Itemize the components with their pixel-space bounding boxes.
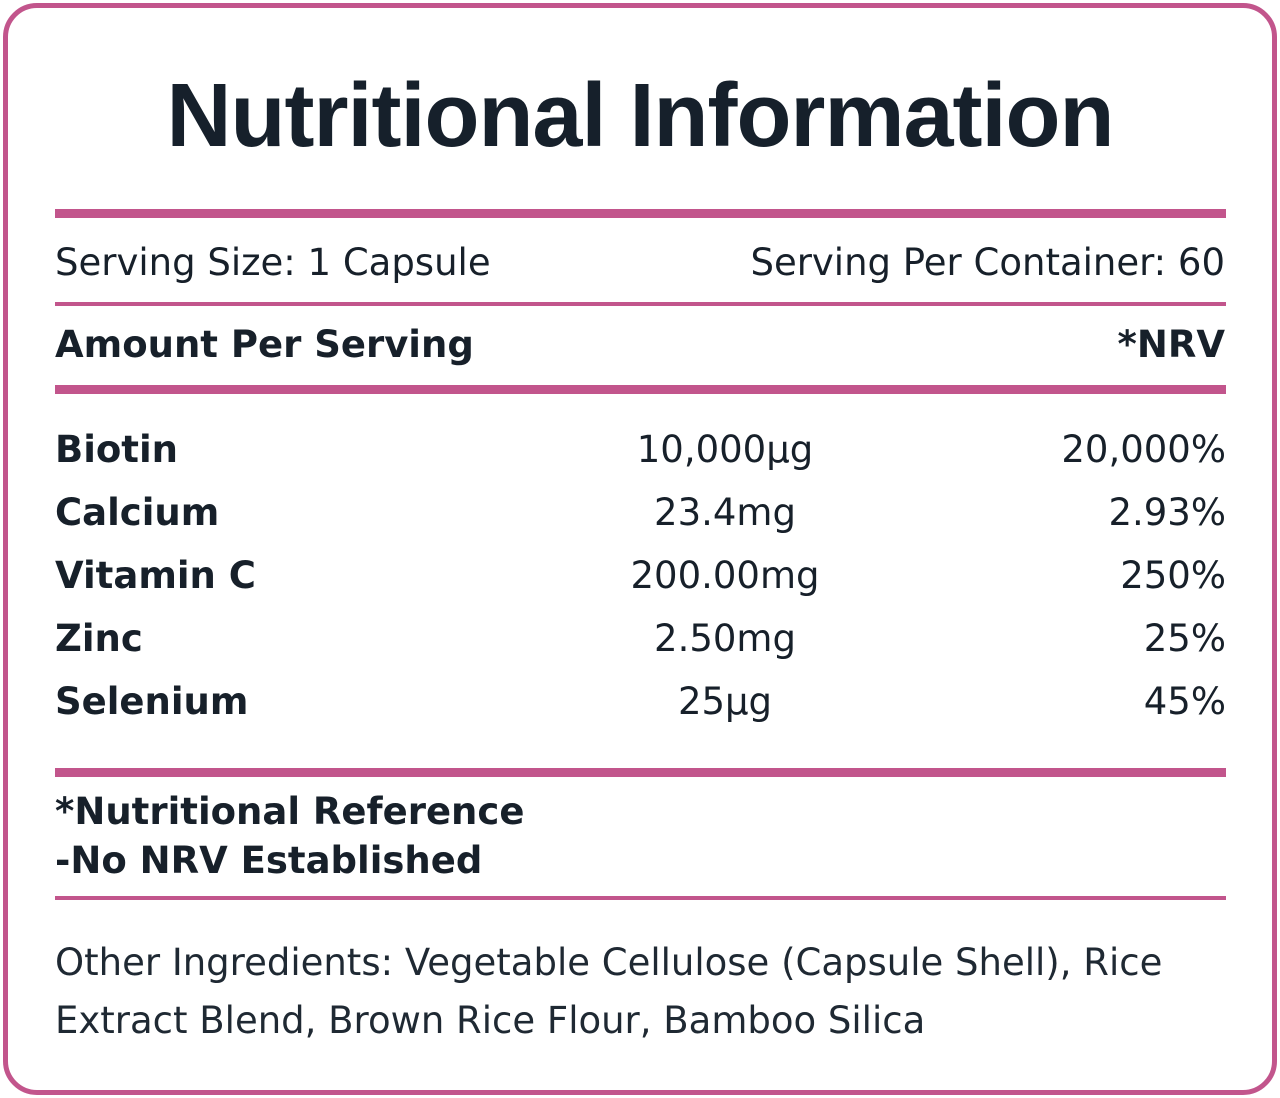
nutrient-name: Zinc [55, 617, 143, 660]
nutrient-row: Vitamin C 200.00mg 250% [55, 549, 1226, 603]
nutrient-nrv: 25% [1143, 617, 1226, 660]
nutrient-row: Calcium 23.4mg 2.93% [55, 486, 1226, 540]
serving-size: Serving Size: 1 Capsule [55, 241, 491, 284]
nutrient-nrv: 250% [1120, 554, 1226, 597]
nutrient-name: Biotin [55, 428, 179, 471]
nutrient-row: Biotin 10,000µg 20,000% [55, 423, 1226, 477]
nutrient-name: Vitamin C [55, 554, 256, 597]
nrv-header: *NRV [1117, 323, 1225, 366]
nutrition-panel [3, 3, 1277, 1095]
divider-top [55, 209, 1226, 218]
nutrient-amount: 2.50mg [654, 617, 796, 660]
servings-per-container: Serving Per Container: 60 [750, 241, 1225, 284]
footnote-no-nrv: -No NRV Established [55, 839, 483, 882]
divider-header [55, 385, 1226, 394]
footnote-nrv-definition: *Nutritional Reference [55, 790, 525, 833]
nutrient-nrv: 45% [1143, 680, 1226, 723]
nutrient-amount: 25µg [677, 680, 773, 723]
nutrient-nrv: 2.93% [1108, 491, 1226, 534]
divider-nutrients [55, 768, 1226, 777]
divider-footnotes [55, 896, 1226, 900]
nutrient-name: Calcium [55, 491, 220, 534]
nutrient-row: Zinc 2.50mg 25% [55, 612, 1226, 666]
nutrient-amount: 23.4mg [654, 491, 796, 534]
nutrient-amount: 10,000µg [636, 428, 814, 471]
page-title: Nutritional Information [166, 66, 1115, 166]
nutrient-nrv: 20,000% [1061, 428, 1226, 471]
nutrient-name: Selenium [55, 680, 249, 723]
nutrient-amount: 200.00mg [630, 554, 820, 597]
other-ingredients: Other Ingredients: Vegetable Cellulose (… [55, 941, 1163, 1042]
divider-serving [55, 302, 1226, 306]
amount-per-serving-header: Amount Per Serving [55, 323, 474, 366]
nutrient-row: Selenium 25µg 45% [55, 675, 1226, 729]
